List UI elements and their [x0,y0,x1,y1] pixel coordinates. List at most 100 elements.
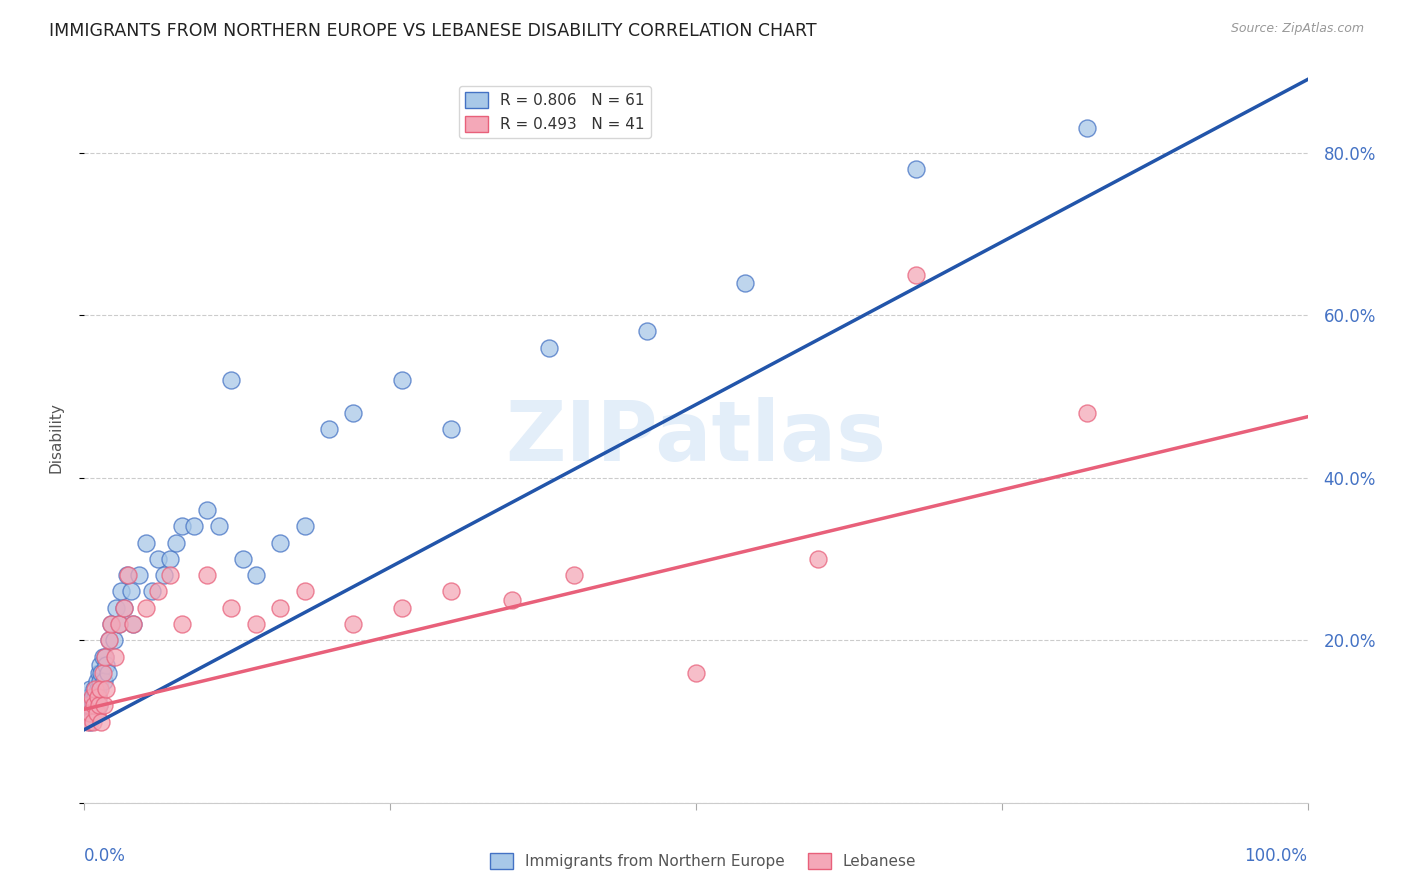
Point [84,681,107,696]
Point [135,535,157,549]
Point [245,568,267,582]
Point [391,600,413,615]
Point [159,568,181,582]
Point [83,698,105,713]
Point [110,584,132,599]
Point [208,519,231,533]
Point [128,568,150,582]
Point [115,568,138,582]
Point [77,714,100,729]
Point [112,600,135,615]
Point [84,690,107,705]
Point [219,373,242,387]
Point [440,422,463,436]
Point [97,665,120,680]
Point [117,568,139,582]
Point [165,535,187,549]
Text: IMMIGRANTS FROM NORTHERN EUROPE VS LEBANESE DISABILITY CORRELATION CHART: IMMIGRANTS FROM NORTHERN EUROPE VS LEBAN… [49,22,817,40]
Point [269,535,291,549]
Point [562,568,585,582]
Point [89,681,111,696]
Point [96,681,118,696]
Legend: Immigrants from Northern Europe, Lebanese: Immigrants from Northern Europe, Lebanes… [484,847,922,875]
Point [77,698,100,713]
Point [153,568,176,582]
Point [77,706,100,721]
Point [122,617,145,632]
Text: 100.0%: 100.0% [1244,847,1308,864]
Point [318,422,340,436]
Point [97,633,120,648]
Text: ZIPatlas: ZIPatlas [506,397,886,477]
Point [82,714,104,729]
Point [105,600,128,615]
Point [440,584,463,599]
Point [120,584,142,599]
Point [94,649,117,664]
Point [86,673,108,688]
Point [146,584,169,599]
Point [93,673,115,688]
Point [79,714,101,729]
Text: 0.0%: 0.0% [84,847,127,864]
Point [91,649,114,664]
Point [342,406,364,420]
Point [79,706,101,721]
Point [1076,406,1098,420]
Point [90,665,112,680]
Point [905,161,928,176]
Point [112,600,135,615]
Point [1076,121,1098,136]
Point [219,600,242,615]
Point [87,698,110,713]
Point [502,592,524,607]
Point [86,698,108,713]
Point [77,690,100,705]
Point [232,552,254,566]
Point [89,673,111,688]
Point [538,341,561,355]
Point [636,325,658,339]
Point [172,519,194,533]
Point [104,649,127,664]
Point [83,698,105,713]
Point [76,698,98,713]
Point [80,698,103,713]
Point [122,617,145,632]
Point [685,665,707,680]
Point [87,690,110,705]
Point [141,584,163,599]
Point [183,519,205,533]
Point [79,681,101,696]
Point [905,268,928,282]
Point [159,552,181,566]
Point [87,698,110,713]
Point [97,633,120,648]
Y-axis label: Disability: Disability [49,401,63,473]
Point [84,706,107,721]
Point [107,617,129,632]
Point [103,633,125,648]
Text: Source: ZipAtlas.com: Source: ZipAtlas.com [1230,22,1364,36]
Point [87,665,110,680]
Point [391,373,413,387]
Point [91,665,114,680]
Point [100,617,122,632]
Legend: R = 0.806   N = 61, R = 0.493   N = 41: R = 0.806 N = 61, R = 0.493 N = 41 [458,87,651,138]
Point [86,706,108,721]
Point [83,681,105,696]
Point [90,714,112,729]
Point [269,600,291,615]
Point [82,690,104,705]
Point [342,617,364,632]
Point [87,681,110,696]
Point [734,276,756,290]
Point [807,552,830,566]
Point [195,568,218,582]
Point [94,649,117,664]
Point [146,552,169,566]
Point [195,503,218,517]
Point [245,617,267,632]
Point [80,690,103,705]
Point [135,600,157,615]
